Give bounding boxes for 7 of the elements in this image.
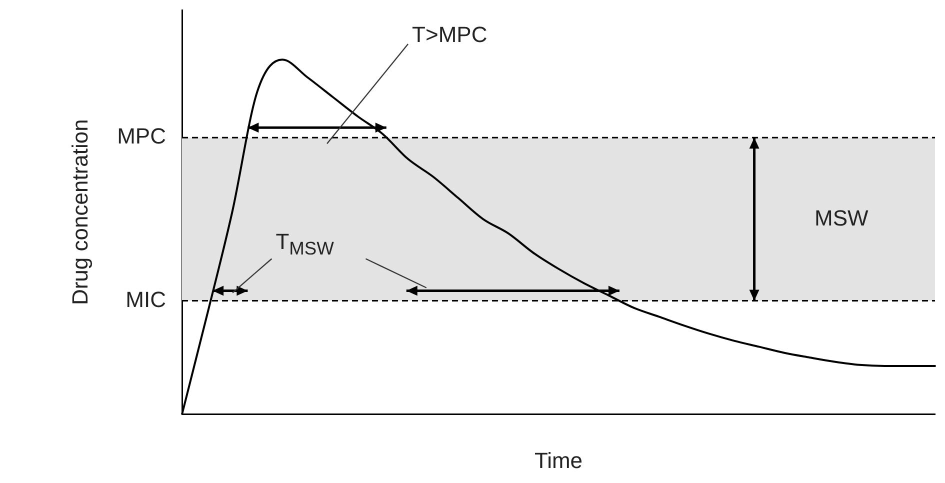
band-label: MSW <box>814 205 869 230</box>
ref-line-label: MPC <box>117 124 166 149</box>
annotation: T$_{MSW}$ <box>276 228 334 260</box>
text: T>MPC <box>412 22 488 48</box>
y-axis-title: Drug concentration <box>67 119 92 306</box>
x-axis-title: Time <box>534 448 583 473</box>
ref-line-label: MIC <box>126 286 166 312</box>
